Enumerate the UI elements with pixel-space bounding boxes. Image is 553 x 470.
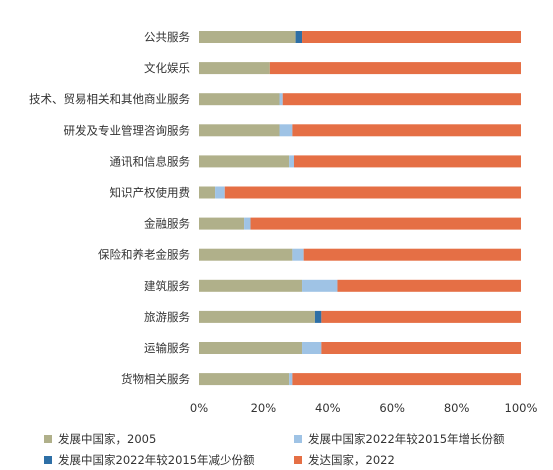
category-label: 货物相关服务: [121, 372, 190, 386]
category-label: 技术、贸易相关和其他商业服务: [29, 92, 190, 106]
x-tick-label: 100%: [505, 401, 538, 415]
bar-segment: [302, 31, 521, 43]
bar-segment: [282, 93, 521, 106]
x-tick-label: 0%: [190, 401, 208, 415]
bar-segment: [250, 217, 521, 230]
bar-segment: [199, 310, 315, 323]
category-label: 公共服务: [144, 30, 190, 44]
bar-segment: [314, 310, 322, 323]
x-axis: 0% 20% 40% 60% 80% 100%: [190, 401, 538, 415]
bar-segment: [199, 342, 303, 354]
bar-segment: [292, 124, 521, 137]
x-tick-label: 40%: [315, 401, 341, 415]
bar-segment: [224, 186, 521, 199]
bar-segment: [292, 373, 521, 386]
bar-segment: [279, 124, 293, 137]
bar-segment: [199, 186, 216, 199]
bar-segment: [337, 279, 521, 292]
bar-segment: [321, 310, 521, 323]
bar-segment: [199, 373, 290, 386]
bar-segment: [199, 31, 296, 43]
category-label: 知识产权使用费: [110, 186, 191, 200]
category-labels: 公共服务文化娱乐技术、贸易相关和其他商业服务研发及专业管理咨询服务通讯和信息服务…: [29, 30, 190, 386]
bar-segment: [321, 342, 521, 354]
bar-segment: [303, 248, 521, 261]
x-tick-label: 20%: [251, 401, 277, 415]
bar-segment: [302, 342, 322, 354]
bar-segment: [289, 155, 294, 168]
bar-segment: [199, 248, 293, 261]
x-tick-label: 80%: [444, 401, 470, 415]
category-label: 研发及专业管理咨询服务: [64, 123, 191, 137]
bar-segment: [199, 93, 280, 106]
category-label: 运输服务: [144, 341, 190, 355]
category-label: 旅游服务: [144, 310, 190, 324]
bar-segment: [295, 31, 303, 43]
bars: [199, 31, 521, 386]
x-tick-label: 60%: [379, 401, 405, 415]
bar-segment: [293, 155, 521, 168]
bar-segment: [199, 217, 245, 230]
bar-segment: [244, 217, 251, 230]
category-label: 保险和养老金服务: [98, 248, 190, 262]
bar-segment: [279, 93, 283, 106]
bar-segment: [199, 62, 270, 75]
category-label: 通讯和信息服务: [110, 154, 191, 168]
category-label: 金融服务: [144, 217, 190, 231]
bar-segment: [292, 248, 304, 261]
bar-segment: [269, 62, 521, 75]
category-label: 文化娱乐: [144, 61, 190, 75]
category-label: 建筑服务: [144, 279, 190, 293]
bar-segment: [302, 279, 338, 292]
bar-segment: [199, 155, 290, 168]
bar-segment: [215, 186, 225, 199]
bar-segment: [199, 279, 303, 292]
bar-segment: [199, 124, 280, 137]
bar-segment: [289, 373, 293, 386]
